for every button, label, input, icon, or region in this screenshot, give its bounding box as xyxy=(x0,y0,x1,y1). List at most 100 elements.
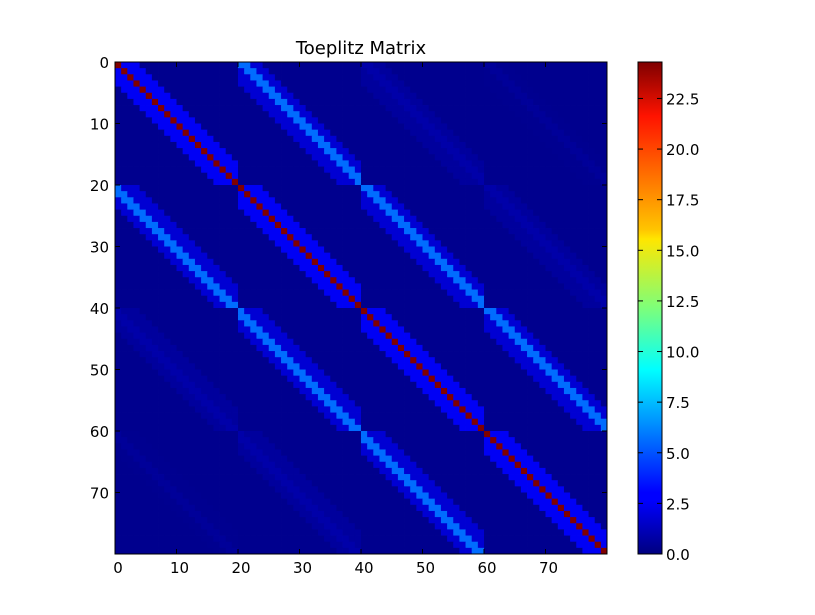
heatmap-cell xyxy=(447,228,454,235)
heatmap-cell xyxy=(477,387,485,395)
heatmap-cell xyxy=(514,117,522,124)
heatmap-cell xyxy=(397,111,405,118)
heatmap-cell xyxy=(471,326,479,333)
heatmap-cell xyxy=(428,62,436,69)
heatmap-cell xyxy=(379,301,386,309)
heatmap-cell xyxy=(385,326,393,333)
heatmap-cell xyxy=(170,344,177,352)
heatmap-cell xyxy=(145,412,153,420)
heatmap-cell xyxy=(563,406,571,413)
heatmap-cell xyxy=(502,191,509,198)
heatmap-cell xyxy=(133,326,140,333)
heatmap-cell xyxy=(410,92,417,100)
heatmap-cell xyxy=(459,129,466,137)
heatmap-cell xyxy=(164,215,171,223)
heatmap-cell xyxy=(496,424,503,432)
heatmap-cell xyxy=(305,264,313,272)
heatmap-cell xyxy=(238,387,245,395)
heatmap-cell xyxy=(385,160,393,167)
heatmap-cell xyxy=(520,400,528,407)
heatmap-cell xyxy=(465,111,473,118)
heatmap-cell xyxy=(231,135,239,143)
heatmap-cell xyxy=(582,135,589,143)
heatmap-cell xyxy=(250,185,257,192)
heatmap-cell xyxy=(170,197,177,204)
heatmap-cell xyxy=(231,338,239,346)
heatmap-cell xyxy=(158,111,165,118)
heatmap-cell xyxy=(299,141,307,149)
heatmap-cell xyxy=(502,117,509,124)
heatmap-cell xyxy=(557,74,565,81)
heatmap-cell xyxy=(496,117,503,124)
heatmap-cell xyxy=(514,344,522,352)
heatmap-cell xyxy=(533,185,540,192)
heatmap-cell xyxy=(600,412,608,420)
heatmap-cell xyxy=(484,92,491,100)
heatmap-cell xyxy=(250,338,257,346)
heatmap-cell xyxy=(305,418,313,426)
heatmap-cell xyxy=(182,351,190,358)
heatmap-cell xyxy=(231,351,239,358)
heatmap-cell xyxy=(533,172,540,180)
heatmap-cell xyxy=(287,68,294,75)
heatmap-cell xyxy=(238,271,245,278)
heatmap-cell xyxy=(600,258,608,266)
heatmap-cell xyxy=(361,369,368,377)
heatmap-cell xyxy=(324,264,331,272)
heatmap-cell xyxy=(324,92,331,100)
heatmap-cell xyxy=(219,344,227,352)
heatmap-cell xyxy=(244,111,251,118)
heatmap-cell xyxy=(219,332,227,340)
heatmap-cell xyxy=(115,92,122,100)
heatmap-cell xyxy=(151,351,159,358)
heatmap-cell xyxy=(305,357,313,364)
heatmap-cell xyxy=(121,98,128,106)
heatmap-cell xyxy=(151,154,159,161)
heatmap-cell xyxy=(164,289,171,297)
heatmap-cell xyxy=(582,92,589,100)
heatmap-cell xyxy=(151,437,159,444)
heatmap-cell xyxy=(262,92,270,100)
heatmap-cell xyxy=(201,234,208,241)
heatmap-cell xyxy=(121,289,128,297)
heatmap-cell xyxy=(477,68,485,75)
heatmap-cell xyxy=(379,338,386,346)
heatmap-cell xyxy=(238,240,245,247)
heatmap-cell xyxy=(231,98,239,106)
heatmap-cell xyxy=(391,129,399,137)
heatmap-cell xyxy=(274,277,282,284)
heatmap-cell xyxy=(576,80,583,87)
heatmap-cell xyxy=(121,277,128,284)
heatmap-cell xyxy=(311,203,319,210)
heatmap-cell xyxy=(545,240,553,247)
heatmap-cell xyxy=(484,105,491,112)
heatmap-cell xyxy=(404,400,411,407)
heatmap-cell xyxy=(514,240,522,247)
heatmap-cell xyxy=(287,363,294,370)
heatmap-cell xyxy=(563,375,571,383)
heatmap-cell xyxy=(133,418,140,426)
heatmap-cell xyxy=(361,418,368,426)
heatmap-cell xyxy=(361,105,368,112)
heatmap-cell xyxy=(311,332,319,340)
heatmap-cell xyxy=(250,129,257,137)
heatmap-cell xyxy=(158,74,165,81)
heatmap-cell xyxy=(385,129,393,137)
heatmap-cell xyxy=(250,443,257,450)
heatmap-cell xyxy=(219,295,227,303)
heatmap-cell xyxy=(299,357,307,364)
heatmap-cell xyxy=(151,387,159,395)
heatmap-cell xyxy=(348,234,356,241)
heatmap-cell xyxy=(219,160,227,167)
heatmap-cell xyxy=(496,264,503,272)
heatmap-cell xyxy=(342,431,350,438)
heatmap-cell xyxy=(453,172,460,180)
heatmap-cell xyxy=(404,123,411,131)
heatmap-cell xyxy=(410,228,417,235)
heatmap-cell xyxy=(391,215,399,223)
heatmap-cell xyxy=(182,178,190,186)
heatmap-cell xyxy=(484,172,491,180)
heatmap-cell xyxy=(201,400,208,407)
heatmap-cell xyxy=(551,197,559,204)
heatmap-cell xyxy=(545,271,553,278)
